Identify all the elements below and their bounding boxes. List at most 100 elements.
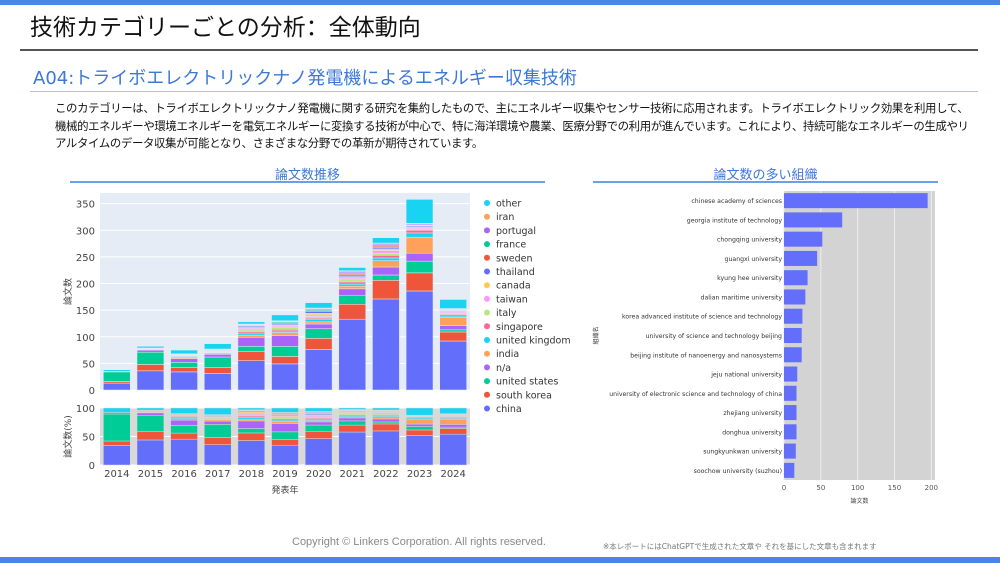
percent-y-tick-label: 100 <box>76 404 95 415</box>
org-bar <box>784 270 808 286</box>
percent-segment-united-states <box>170 425 198 434</box>
y-tick-label: 250 <box>76 253 95 264</box>
percent-segment-south-korea <box>237 432 266 441</box>
org-label: beijing institute of nanoenergy and nano… <box>630 352 782 359</box>
org-bar <box>784 347 802 363</box>
bar-segment-n-a <box>439 325 467 331</box>
legend-item: united states <box>496 377 558 388</box>
legend-item: singapore <box>496 322 543 333</box>
org-bar <box>784 385 797 401</box>
percent-segment-n-a <box>271 423 299 433</box>
x-tick-label: 2016 <box>171 469 196 480</box>
org-label: university of science and technology bei… <box>646 333 782 340</box>
bar-segment-other <box>338 267 366 271</box>
percent-segment-other <box>439 407 467 414</box>
percent-segment-china <box>237 440 266 466</box>
x-tick-label: 0 <box>782 484 786 492</box>
legend-item: other <box>496 199 521 210</box>
legend-marker <box>484 323 490 330</box>
org-label: guangxi university <box>725 256 783 263</box>
bar-segment-united-states <box>338 294 366 305</box>
x-tick-label: 150 <box>888 484 901 492</box>
percent-segment-south-korea <box>338 424 366 433</box>
legend-marker <box>484 391 490 398</box>
y-tick-label: 100 <box>76 333 95 344</box>
bar-segment-united-states <box>170 362 198 368</box>
bar-segment-india <box>304 321 333 325</box>
bar-segment-india <box>405 236 434 254</box>
bar-segment-other <box>204 343 232 350</box>
y-axis-label: 論文数 <box>62 278 74 305</box>
bar-segment-south-korea <box>338 304 366 320</box>
percent-segment-south-korea <box>204 437 232 445</box>
legend-item: italy <box>496 308 517 319</box>
org-bar <box>784 231 823 247</box>
x-tick-label: 2019 <box>272 469 297 480</box>
bar-segment-south-korea <box>170 367 198 373</box>
percent-segment-united-states <box>103 413 131 442</box>
bar-segment-india <box>439 317 467 326</box>
percent-y-tick-label: 0 <box>89 461 95 472</box>
page-title: 技術カテゴリーごとの分析：全体動向 <box>30 15 421 41</box>
bar-segment-china <box>405 290 434 391</box>
bar-segment-south-korea <box>372 280 400 300</box>
bar-segment-china <box>237 360 266 391</box>
bar-segment-n-a <box>338 288 366 296</box>
bar-segment-n-a <box>136 349 165 353</box>
legend-item: china <box>496 404 522 415</box>
percent-segment-united-states <box>338 420 366 426</box>
bar-segment-china <box>204 373 232 391</box>
percent-segment-china <box>372 430 400 466</box>
percent-segment-south-korea <box>405 429 434 436</box>
percent-segment-other <box>103 407 131 413</box>
percent-segment-china <box>271 444 299 466</box>
bar-segment-n-a <box>237 337 266 347</box>
subtitle-divider <box>30 91 978 92</box>
x-tick-label: 2014 <box>104 469 129 480</box>
percent-segment-china <box>136 439 165 466</box>
percent-segment-n-a <box>170 419 198 426</box>
bar-segment-united-states <box>405 260 434 274</box>
bar-segment-other <box>170 349 198 355</box>
legend-marker <box>484 378 490 385</box>
bar-segment-other <box>405 199 434 224</box>
legend-item: sweden <box>496 253 532 264</box>
bar-segment-italy <box>372 252 400 256</box>
bar-segment-other <box>237 321 266 325</box>
percent-segment-china <box>204 444 232 466</box>
org-label: georgia institute of technology <box>687 217 783 224</box>
legend-marker <box>484 268 490 275</box>
legend-marker <box>484 309 490 316</box>
bar-segment-other <box>271 314 299 322</box>
x-tick-label: 2020 <box>306 469 331 480</box>
percent-segment-india <box>271 421 299 425</box>
x-tick-label: 2021 <box>340 469 365 480</box>
bar-segment-south-korea <box>204 367 232 374</box>
org-bar <box>784 250 818 266</box>
org-bar <box>784 327 802 344</box>
bar-segment-n-a <box>405 252 434 262</box>
x-tick-label: 2017 <box>205 469 230 480</box>
y-tick-label: 150 <box>76 306 95 317</box>
percent-segment-n-a <box>237 420 266 429</box>
x-tick-label: 200 <box>925 484 938 492</box>
bar-segment-n-a <box>271 335 299 347</box>
x-tick-label: 2018 <box>239 469 264 480</box>
x-tick-label: 100 <box>851 484 864 492</box>
legend-item: india <box>496 349 519 360</box>
percent-segment-other <box>304 407 333 412</box>
org-label: chinese academy of sciences <box>691 198 782 205</box>
y-tick-label: 300 <box>76 226 95 237</box>
section-subtitle: A04:トライボエレクトリックナノ発電機によるエネルギー収集技術 <box>33 68 577 89</box>
top-organizations-chart: 0 50 100 150 200 chinese academy of sciences g… <box>592 191 938 505</box>
legend-item: n/a <box>496 363 511 374</box>
org-label: jeju national university <box>710 372 782 379</box>
legend-item: iran <box>496 212 514 223</box>
chatgpt-note: ※本レポートにはChatGPTで生成された文章や それを基にした文章も含まれます <box>603 542 877 551</box>
bar-segment-china <box>170 371 198 391</box>
bar-segment-china <box>439 340 467 391</box>
org-bar <box>784 212 843 228</box>
bar-segment-singapore <box>338 281 366 285</box>
legend-item: taiwan <box>496 294 528 305</box>
org-bar <box>784 366 798 382</box>
